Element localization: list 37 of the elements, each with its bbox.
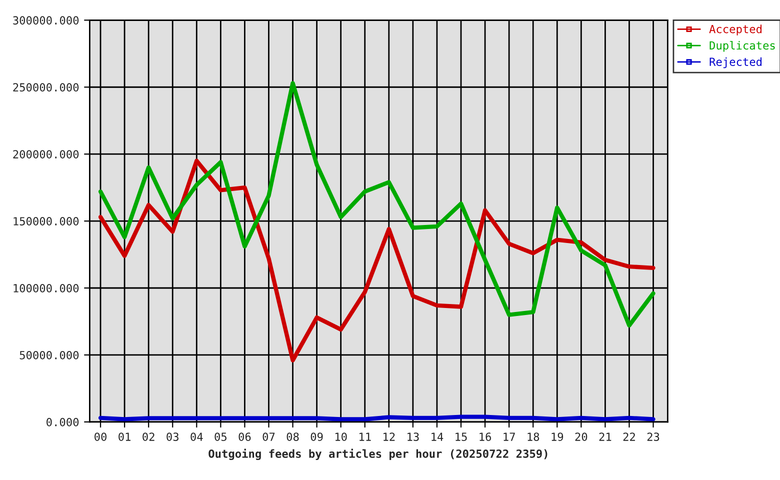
x-tick-label: 09 [310,432,323,441]
y-tick-label: 150000.000 [14,217,79,226]
x-tick-label: 17 [504,432,515,441]
x-tick-label: 03 [166,432,178,441]
x-tick-label: 00 [94,432,106,441]
x-tick-label: 18 [528,432,540,441]
x-tick-label: 08 [286,432,299,441]
x-tick-label: 22 [623,432,635,441]
legend-label: Rejected [710,57,762,68]
x-tick-label: 10 [335,432,347,441]
y-tick-label: 50000.000 [20,350,79,360]
y-tick-label: 100000.000 [14,284,79,292]
x-tick-label: 11 [360,432,371,441]
x-tick-label: 13 [408,432,419,441]
x-axis-title: Outgoing feeds by articles per hour (20250722 2359) [208,448,548,460]
x-tick-label: 02 [142,432,154,441]
y-tick-label: 300000.000 [13,16,79,25]
x-tick-label: 19 [552,432,564,441]
x-tick-label: 12 [384,432,395,441]
line-series [98,81,656,328]
x-tick-label: 21 [599,432,612,441]
x-tick-label: 15 [456,432,467,441]
x-tick-label: 07 [262,432,275,441]
x-tick-label: 05 [214,432,226,441]
x-tick-label: 16 [480,432,492,441]
legend-label: Accepted [709,24,762,36]
x-tick-label: 23 [647,432,660,441]
legend-label: Duplicates [710,40,775,52]
x-tick-label: 01 [118,432,130,441]
line-series [98,158,656,362]
x-tick-label: 20 [575,432,588,441]
x-tick-label: 06 [238,432,251,441]
x-tick-label: 14 [432,432,444,441]
y-tick-label: 250000.000 [13,83,79,92]
y-tick-label: 0.000 [46,418,79,426]
x-tick-label: 04 [190,432,203,441]
y-tick-label: 200000.000 [13,150,79,158]
